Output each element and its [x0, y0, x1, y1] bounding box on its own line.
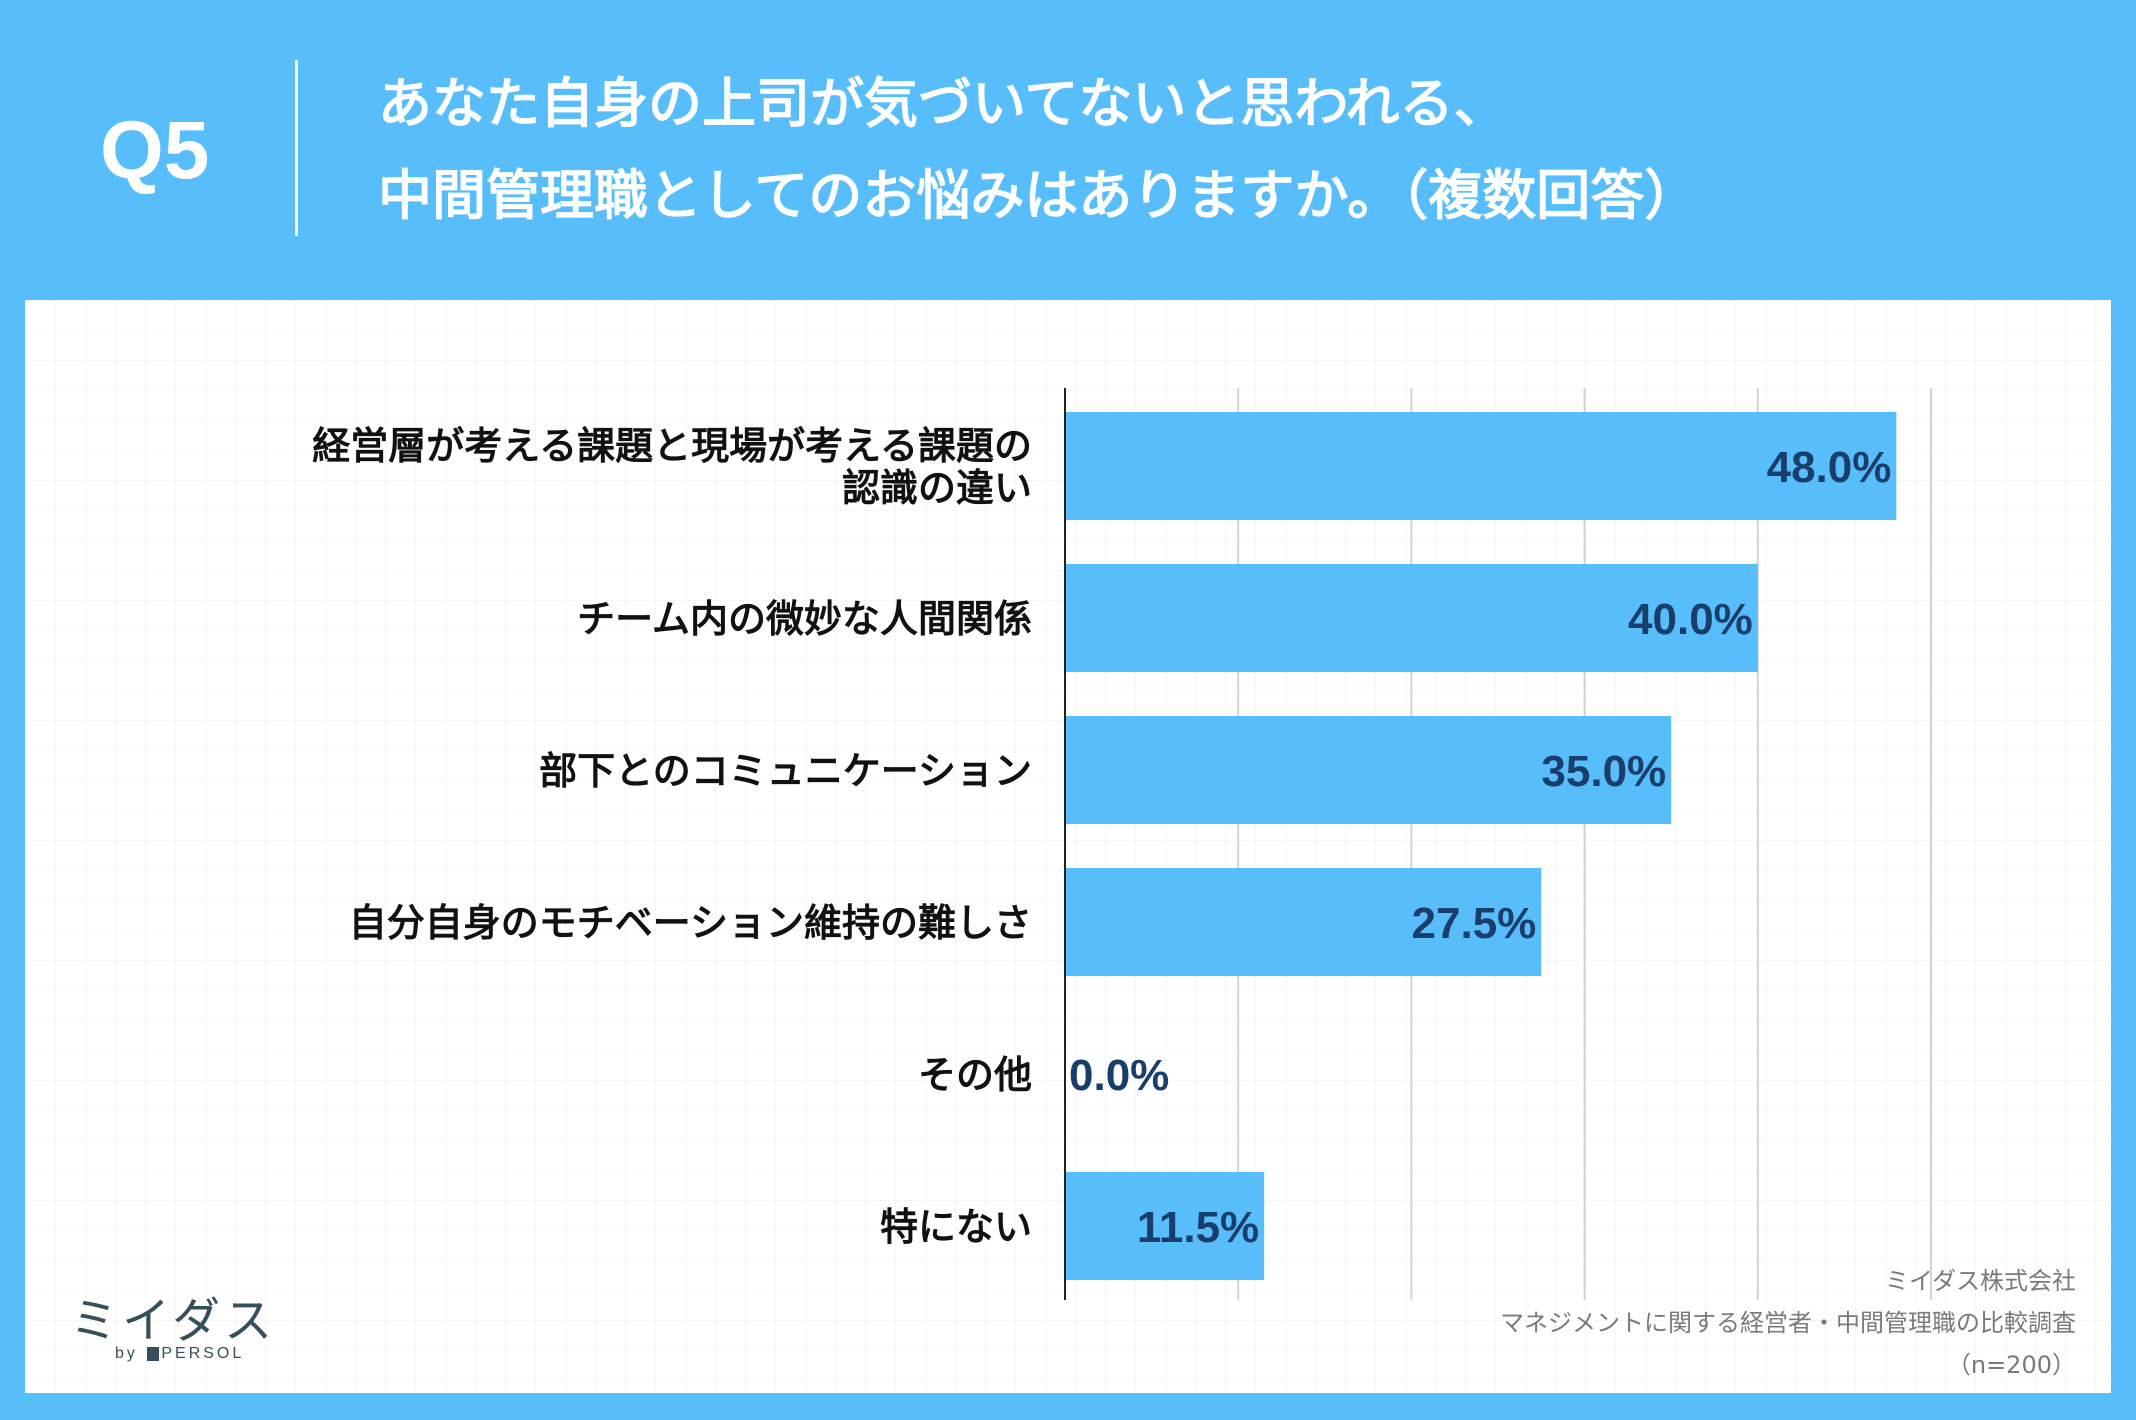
category-label: 自分自身のモチベーション維持の難しさ [349, 901, 1032, 945]
category-label: 部下とのコミュニケーション [539, 749, 1032, 793]
question-label: Q5 [100, 105, 210, 196]
source-survey: マネジメントに関する経営者・中間管理職の比較調査 [1500, 1309, 2076, 1337]
question-title-line-1: あなた自身の上司が気づいてないと思われる、 [378, 72, 1508, 135]
logo-byline: by PERSOL [115, 1345, 244, 1363]
source-note: ミイダス株式会社 マネジメントに関する経営者・中間管理職の比較調査 （n=200… [1500, 1260, 2076, 1386]
bar [1065, 868, 1542, 976]
data-label: 48.0% [1767, 443, 1892, 492]
category-label: 経営層が考える課題と現場が考える課題の [312, 424, 1032, 468]
bar [1065, 564, 1758, 672]
question-title-line-2: 中間管理職としてのお悩みはありますか。（複数回答） [378, 164, 1699, 227]
category-label: 認識の違い [842, 466, 1032, 510]
header-divider [295, 60, 298, 236]
data-label: 0.0% [1069, 1051, 1169, 1100]
bar [1065, 1172, 1265, 1280]
source-company: ミイダス株式会社 [1884, 1267, 2076, 1295]
logo-wordmark: ミイダス [70, 1293, 277, 1349]
category-label: チーム内の微妙な人間関係 [577, 597, 1032, 641]
data-label: 11.5% [1137, 1203, 1259, 1252]
question-title: あなた自身の上司が気づいてないと思われる、 中間管理職としてのお悩みはありますか… [378, 58, 2098, 242]
data-label: 40.0% [1628, 595, 1753, 644]
bar [1065, 716, 1672, 824]
data-label: 35.0% [1541, 747, 1666, 796]
logo-persol: PERSOL [161, 1345, 245, 1362]
miidas-logo: ミイダス by PERSOL [70, 1295, 310, 1365]
bar [1065, 412, 1897, 520]
logo-by: by [115, 1345, 138, 1362]
data-label: 27.5% [1412, 899, 1537, 948]
persol-mark-icon [147, 1346, 160, 1361]
source-sample-size: （n=200） [1946, 1351, 2076, 1379]
category-label: 特にない [880, 1205, 1032, 1249]
category-label: その他 [918, 1053, 1032, 1097]
